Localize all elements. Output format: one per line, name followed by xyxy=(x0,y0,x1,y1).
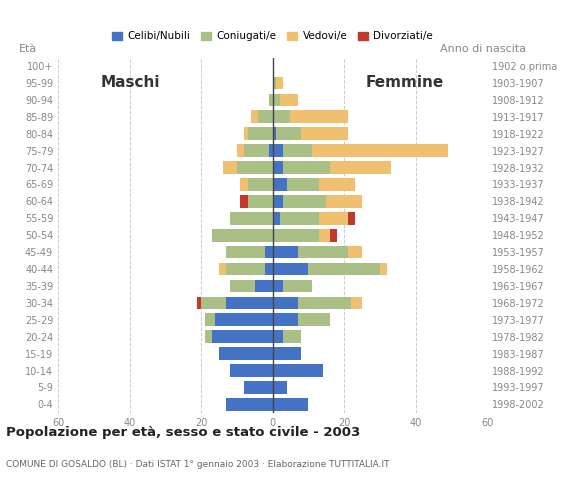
Bar xyxy=(273,178,287,191)
Bar xyxy=(215,313,273,326)
Text: Femmine: Femmine xyxy=(366,75,444,90)
Bar xyxy=(284,279,312,292)
Legend: Celibi/Nubili, Coniugati/e, Vedovi/e, Divorziati/e: Celibi/Nubili, Coniugati/e, Vedovi/e, Di… xyxy=(108,27,437,46)
Bar xyxy=(230,279,255,292)
Bar xyxy=(284,161,330,174)
Bar xyxy=(276,127,301,140)
Bar xyxy=(212,229,273,241)
Bar xyxy=(330,161,391,174)
Text: Anno di nascita: Anno di nascita xyxy=(440,44,526,54)
Bar xyxy=(226,263,266,276)
Bar xyxy=(273,77,276,89)
Bar xyxy=(273,144,284,157)
Bar xyxy=(244,381,273,394)
Bar xyxy=(298,313,330,326)
Text: Popolazione per età, sesso e stato civile - 2003: Popolazione per età, sesso e stato civil… xyxy=(6,426,360,439)
Bar xyxy=(273,195,284,208)
Bar xyxy=(273,364,322,377)
Bar xyxy=(309,263,380,276)
Bar xyxy=(273,297,298,309)
Bar xyxy=(284,330,301,343)
Bar xyxy=(273,347,301,360)
Bar xyxy=(219,263,226,276)
Bar xyxy=(226,246,266,258)
Bar xyxy=(284,195,327,208)
Text: Età: Età xyxy=(19,44,38,54)
Bar xyxy=(251,110,258,123)
Bar xyxy=(319,212,348,225)
Bar xyxy=(326,195,362,208)
Bar xyxy=(284,144,312,157)
Bar xyxy=(205,330,212,343)
Bar xyxy=(330,229,337,241)
Bar xyxy=(273,212,280,225)
Bar xyxy=(298,246,348,258)
Bar xyxy=(226,297,273,309)
Bar xyxy=(351,297,362,309)
Bar xyxy=(273,161,284,174)
Bar xyxy=(273,94,280,106)
Bar xyxy=(380,263,387,276)
Bar xyxy=(258,110,273,123)
Bar xyxy=(241,178,248,191)
Bar xyxy=(273,381,287,394)
Bar xyxy=(223,161,237,174)
Bar xyxy=(319,229,330,241)
Bar xyxy=(280,212,319,225)
Bar xyxy=(205,313,215,326)
Text: COMUNE DI GOSALDO (BL) · Dati ISTAT 1° gennaio 2003 · Elaborazione TUTTITALIA.IT: COMUNE DI GOSALDO (BL) · Dati ISTAT 1° g… xyxy=(6,459,389,468)
Bar xyxy=(319,178,355,191)
Bar xyxy=(298,297,351,309)
Bar xyxy=(237,144,244,157)
Bar xyxy=(248,127,273,140)
Bar xyxy=(280,94,298,106)
Bar xyxy=(237,161,273,174)
Text: Maschi: Maschi xyxy=(101,75,161,90)
Bar xyxy=(198,297,201,309)
Bar xyxy=(348,246,362,258)
Bar xyxy=(273,279,284,292)
Bar xyxy=(226,398,273,411)
Bar xyxy=(273,229,319,241)
Bar xyxy=(244,144,269,157)
Bar xyxy=(266,263,273,276)
Bar xyxy=(273,398,309,411)
Bar xyxy=(269,94,273,106)
Bar xyxy=(248,178,273,191)
Bar xyxy=(273,313,298,326)
Bar xyxy=(273,127,276,140)
Bar xyxy=(269,144,273,157)
Bar xyxy=(273,263,309,276)
Bar xyxy=(212,330,273,343)
Bar xyxy=(301,127,348,140)
Bar xyxy=(291,110,348,123)
Bar xyxy=(273,330,284,343)
Bar xyxy=(219,347,273,360)
Bar xyxy=(230,212,273,225)
Bar xyxy=(312,144,448,157)
Bar xyxy=(244,127,248,140)
Bar xyxy=(273,110,291,123)
Bar xyxy=(266,246,273,258)
Bar xyxy=(273,246,298,258)
Bar xyxy=(241,195,248,208)
Bar xyxy=(276,77,283,89)
Bar xyxy=(255,279,273,292)
Bar xyxy=(348,212,355,225)
Bar xyxy=(287,178,319,191)
Bar xyxy=(201,297,226,309)
Bar xyxy=(248,195,273,208)
Bar xyxy=(230,364,273,377)
